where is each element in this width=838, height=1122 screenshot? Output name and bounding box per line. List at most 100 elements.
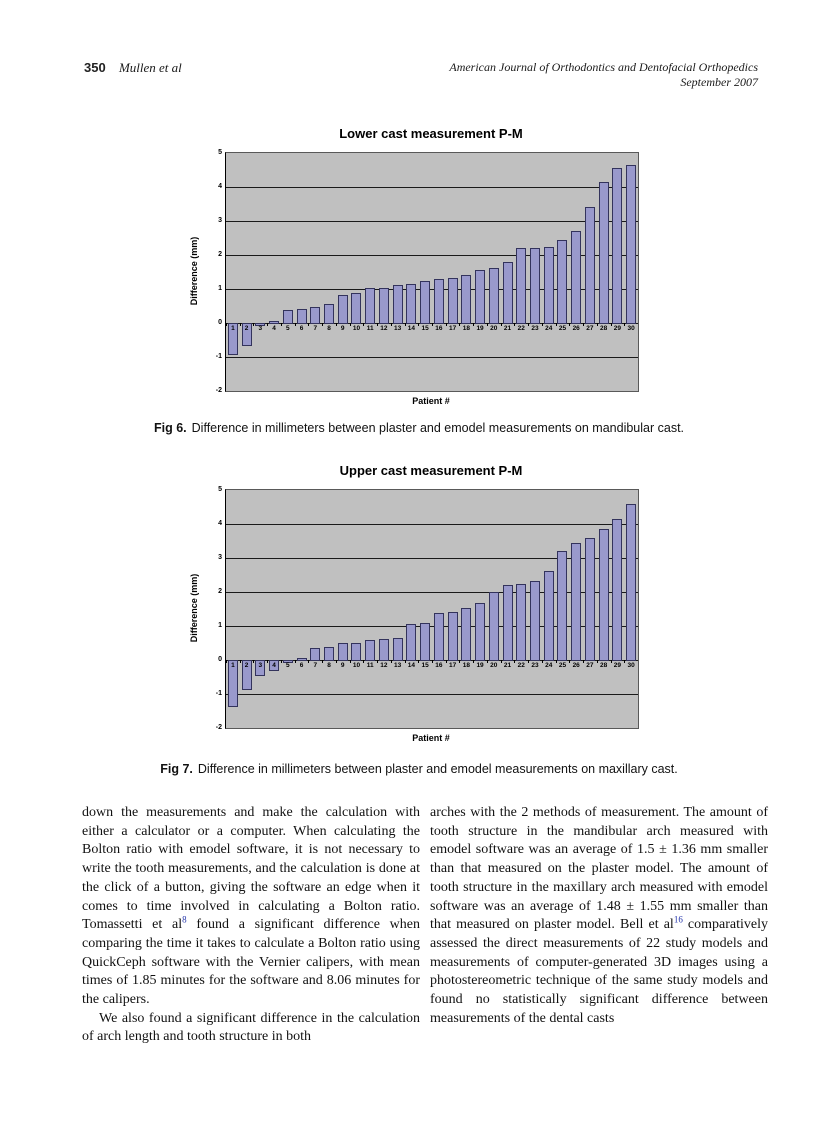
y-tick-label: 2 (218, 251, 222, 258)
x-tick-label: 1 (231, 662, 235, 669)
bar-patient-17 (447, 611, 458, 661)
y-tick-label: 5 (218, 486, 222, 493)
axis-tick (267, 660, 269, 663)
x-tick-label: 27 (586, 662, 594, 669)
reference-link-8[interactable]: 8 (182, 914, 187, 925)
x-tick-label: 11 (366, 325, 374, 332)
bar-patient-27 (584, 207, 595, 324)
axis-tick (226, 323, 227, 326)
figure-6-caption: Fig 6. Difference in millimeters between … (0, 421, 838, 435)
x-tick-label: 9 (340, 662, 345, 669)
x-tick-label: 18 (462, 325, 470, 332)
axis-tick (363, 323, 365, 326)
x-tick-label: 3 (258, 325, 263, 332)
axis-tick (610, 660, 612, 663)
x-tick-label: 16 (435, 325, 443, 332)
axis-tick (555, 660, 557, 663)
y-tick-label: 5 (218, 149, 222, 156)
gridline (226, 591, 638, 593)
axis-tick (610, 323, 612, 326)
gridline (226, 186, 638, 188)
y-tick-label: -1 (215, 690, 222, 697)
axis-tick (418, 660, 420, 663)
axis-tick (596, 660, 598, 663)
axis-tick (583, 323, 585, 326)
gridline (226, 557, 638, 559)
axis-tick (239, 660, 241, 663)
axis-tick (294, 323, 296, 326)
bar-patient-28 (598, 181, 609, 324)
bar-patient-11 (365, 639, 376, 661)
figure-6-label: Fig 6. (153, 421, 187, 435)
bar-patient-19 (475, 603, 486, 661)
bar-patient-24 (543, 570, 554, 661)
axis-tick (624, 323, 626, 326)
bar-patient-23 (530, 248, 540, 324)
axis-tick (555, 323, 557, 326)
body-column-left: down the measurements and make the calcu… (82, 804, 420, 1047)
bar-patient-1 (227, 660, 238, 707)
paragraph-text: comparatively assessed the direct measur… (430, 917, 769, 1026)
bar-patient-15 (420, 281, 431, 324)
axis-tick (349, 323, 351, 326)
axis-tick (363, 660, 365, 663)
axis-tick (239, 323, 241, 326)
axis-tick (267, 323, 269, 326)
axis-tick (226, 660, 227, 663)
x-tick-label: 9 (340, 325, 345, 332)
y-tick-label: -2 (215, 387, 222, 394)
axis-tick (596, 323, 598, 326)
axis-tick (473, 660, 475, 663)
bar-patient-13 (392, 284, 403, 324)
x-tick-label: 25 (558, 325, 567, 332)
bar-patient-3 (255, 660, 266, 677)
x-tick-label: 13 (394, 662, 402, 669)
bar-patient-4 (269, 660, 280, 672)
bar-patient-12 (378, 638, 389, 661)
reference-link-16[interactable]: 16 (673, 914, 683, 925)
bar-patient-2 (241, 323, 252, 347)
x-tick-label: 16 (435, 662, 443, 669)
bar-patient-19 (475, 270, 486, 324)
axis-tick (486, 323, 488, 326)
paragraph-text: found a significant difference when comp… (82, 917, 420, 1008)
bar-patient-7 (310, 648, 321, 661)
x-tick-label: 26 (572, 325, 580, 332)
axis-tick (280, 660, 282, 663)
bar-patient-7 (310, 307, 321, 324)
axis-tick (404, 323, 406, 326)
y-tick-label: 0 (218, 319, 222, 326)
axis-tick (322, 323, 324, 326)
x-tick-label: 24 (545, 325, 553, 332)
axis-tick (253, 323, 255, 326)
bar-patient-30 (626, 164, 637, 324)
x-tick-label: 4 (272, 325, 276, 332)
x-tick-label: 21 (503, 662, 512, 669)
x-tick-label: 27 (586, 325, 594, 332)
x-tick-label: 12 (380, 662, 388, 669)
bar-patient-11 (365, 287, 376, 324)
x-tick-label: 23 (531, 662, 539, 669)
axis-tick (432, 323, 433, 326)
axis-tick (335, 660, 337, 663)
x-tick-label: 15 (421, 662, 429, 669)
axis-tick (432, 660, 433, 663)
journal-title: American Journal of Orthodontics and Den… (449, 60, 758, 74)
axis-tick (459, 323, 461, 326)
running-authors: Mullen et al (118, 60, 182, 75)
bar-patient-3 (255, 323, 266, 326)
x-tick-label: 20 (490, 662, 498, 669)
bar-patient-5 (282, 310, 293, 324)
axis-tick (418, 323, 420, 326)
chart-upper-cast: Upper cast measurement P-M Difference (m… (189, 461, 639, 761)
journal-issue-date: September 2007 (680, 75, 758, 89)
gridline (226, 254, 638, 256)
axis-tick (528, 323, 530, 326)
y-tick-label: -1 (215, 353, 222, 360)
bar-patient-9 (337, 643, 348, 661)
paragraph: arches with the 2 methods of measurement… (430, 804, 768, 1028)
axis-tick (528, 660, 530, 663)
chart-title: Upper cast measurement P-M (339, 463, 523, 478)
x-tick-label: 8 (327, 325, 331, 332)
paragraph-text: We also found a significant difference i… (82, 1010, 420, 1045)
